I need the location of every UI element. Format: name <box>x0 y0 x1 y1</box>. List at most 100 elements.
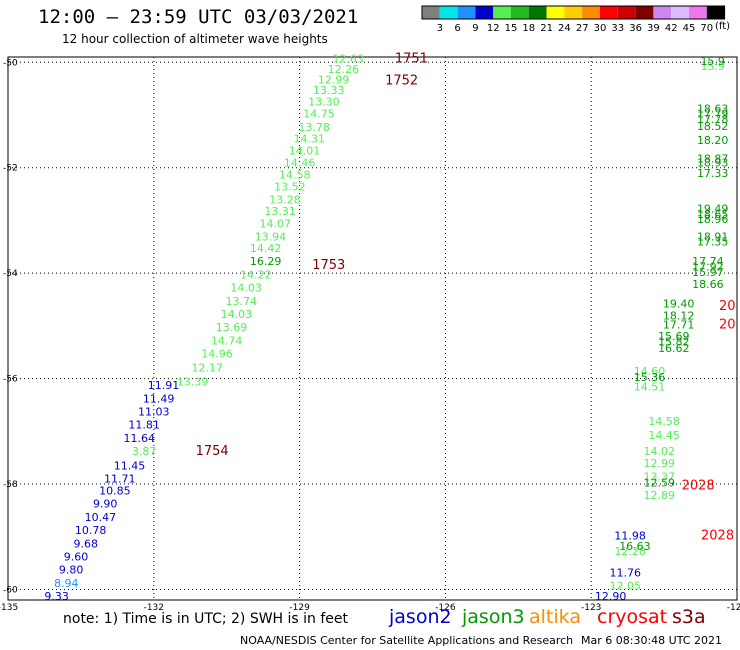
wave-height-label: 14.51 <box>634 381 666 394</box>
wave-height-label: 11.81 <box>128 419 160 432</box>
lon-tick-label: -135 <box>0 603 18 613</box>
wave-height-label: 17.78 <box>697 113 729 126</box>
scale-swatch <box>493 6 511 19</box>
wave-height-label: 13.31 <box>264 205 296 218</box>
scale-swatch <box>617 6 636 19</box>
wave-height-label: 14.74 <box>211 334 243 347</box>
scale-label: 30 <box>594 23 607 34</box>
wave-height-label: 13.28 <box>269 194 301 207</box>
page-subtitle: 12 hour collection of altimeter wave hei… <box>62 32 328 46</box>
scale-label: 15 <box>505 23 518 34</box>
wave-height-label: 14.02 <box>643 445 675 458</box>
wave-height-label: 14.22 <box>240 268 272 281</box>
wave-height-label: 18.12 <box>663 310 695 323</box>
lon-tick-label: -123 <box>581 603 601 613</box>
scale-swatch <box>635 6 654 19</box>
legend-altika: altika <box>529 606 581 628</box>
footer-credit: NOAA/NESDIS Center for Satellite Applica… <box>240 634 574 647</box>
wave-height-label: 18.20 <box>697 134 729 147</box>
scale-swatch <box>689 6 707 19</box>
lat-tick-label: -50 <box>3 58 18 68</box>
pass-time-label: 1754 <box>196 444 229 459</box>
page-title: 12:00 – 23:59 UTC 03/03/2021 <box>38 6 359 28</box>
scale-label: 18 <box>522 23 535 34</box>
scale-label: 45 <box>683 23 696 34</box>
wave-height-label: 13.94 <box>255 230 287 243</box>
scale-label: 36 <box>629 23 642 34</box>
lat-tick-label: -56 <box>3 375 18 385</box>
scale-label: 9 <box>472 23 478 34</box>
wave-height-label: 9.68 <box>74 537 99 550</box>
scale-swatch <box>528 6 547 19</box>
wave-height-label: 3.87 <box>132 445 157 458</box>
map-frame <box>7 56 738 601</box>
scale-swatch <box>582 6 600 19</box>
scale-label: 12 <box>487 23 500 34</box>
legend-jason2: jason2 <box>389 606 452 628</box>
wave-height-label: 18.87 <box>697 152 729 165</box>
scale-label: 42 <box>665 23 678 34</box>
wave-height-label: 13.52 <box>274 180 306 193</box>
wave-height-label: 14.60 <box>634 365 666 378</box>
wave-height-label: 17.92 <box>692 261 724 274</box>
pass-time-label: 2028 <box>682 478 715 493</box>
wave-height-label: 19.49 <box>697 203 729 216</box>
scale-label: 3 <box>437 23 443 34</box>
wave-height-label: 17.33 <box>697 167 729 180</box>
scale-label: 39 <box>647 23 660 34</box>
wave-height-label: 18.93 <box>697 157 729 170</box>
pass-time-label: 2028 <box>701 528 734 543</box>
wave-height-label: 9.90 <box>93 498 118 511</box>
wave-height-label: 13.30 <box>308 96 340 109</box>
scale-swatch <box>546 6 565 19</box>
color-scale-unit: (ft) <box>715 21 731 32</box>
wave-height-label: 12.59 <box>643 477 675 490</box>
wave-height-label: 12.05 <box>609 579 641 592</box>
wave-height-label: 10.85 <box>99 485 131 498</box>
wave-height-label: 14.42 <box>250 242 282 255</box>
legend-cryosat: cryosat <box>597 606 668 628</box>
scale-swatch <box>600 6 618 19</box>
wave-height-label: 14.01 <box>289 145 321 158</box>
wave-height-label: 13.74 <box>226 295 258 308</box>
wave-height-label: 12.17 <box>192 362 224 375</box>
color-scale: 3 6 9 12 15 18 21 24 27 30 33 36 39 42 45 70 <box>421 5 726 34</box>
scale-label: 6 <box>454 23 460 34</box>
scale-label: 33 <box>611 23 624 34</box>
footer-note: note: 1) Time is in UTC; 2) SWH is in fe… <box>63 611 349 627</box>
scale-swatch <box>439 6 458 19</box>
pass-time-label: 20 <box>719 299 736 314</box>
wave-height-label: 14.58 <box>279 168 311 181</box>
wave-height-label: 11.91 <box>148 379 180 392</box>
wave-height-label: 14.03 <box>221 308 253 321</box>
lat-tick-label: -58 <box>3 480 18 490</box>
wave-height-label: 11.71 <box>104 472 136 485</box>
wave-height-label: 12.26 <box>328 63 360 76</box>
pass-time-label: 1753 <box>312 258 345 273</box>
wave-height-label: 11.45 <box>114 459 146 472</box>
wave-height-label: 18.96 <box>697 213 729 226</box>
wave-height-label: 10.47 <box>85 511 117 524</box>
wave-height-label: 12.28 <box>614 545 646 558</box>
wave-height-label: 14.07 <box>260 217 292 230</box>
wave-height-label: 12.99 <box>643 457 675 470</box>
wave-height-label: 11.03 <box>138 405 170 418</box>
scale-swatch <box>422 6 440 19</box>
wave-height-label: 18.65 <box>697 208 729 221</box>
wave-height-label: 12.63 <box>332 52 364 65</box>
lat-tick-label: -60 <box>3 585 18 595</box>
wave-height-label: 12.90 <box>595 590 627 603</box>
wave-height-label: 13.39 <box>177 375 209 388</box>
wave-height-label: 11.64 <box>123 432 155 445</box>
wave-height-label: 11.98 <box>614 529 646 542</box>
legend-s3a: s3a <box>672 606 706 628</box>
wave-height-label: 15.97 <box>692 266 724 279</box>
wave-height-label: 13.37 <box>643 470 675 483</box>
pass-time-label: 1752 <box>385 73 418 88</box>
lon-tick-label: -132 <box>144 603 164 613</box>
wave-height-label: 16.63 <box>619 540 651 553</box>
wave-height-label: 18.52 <box>697 120 729 133</box>
wave-height-label: 13.78 <box>298 121 330 134</box>
wave-height-label: 17.79 <box>697 108 729 121</box>
wave-height-label: 8.94 <box>54 577 79 590</box>
